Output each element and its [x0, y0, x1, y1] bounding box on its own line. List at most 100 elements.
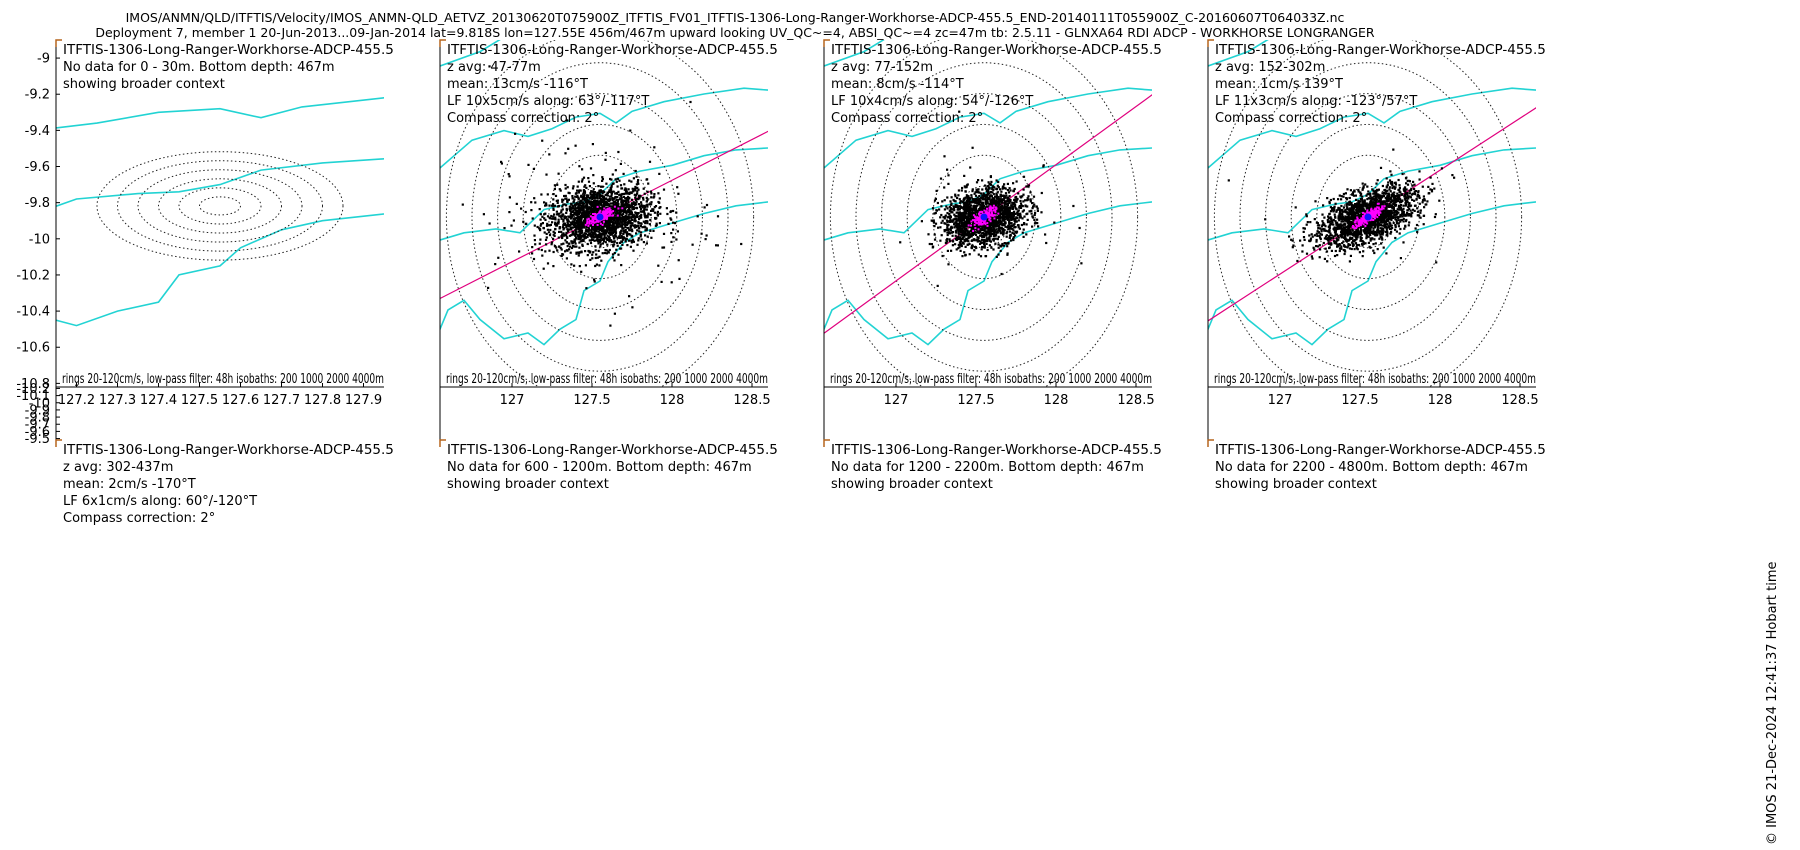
velocity-point	[984, 230, 987, 233]
velocity-point	[1380, 242, 1383, 245]
velocity-point	[561, 253, 565, 256]
velocity-point	[1006, 215, 1009, 218]
velocity-point	[985, 193, 988, 196]
velocity-point	[983, 244, 986, 247]
velocity-point	[619, 184, 623, 187]
velocity-point	[642, 220, 645, 223]
velocity-point	[554, 223, 557, 226]
lowpass-point	[603, 207, 606, 210]
velocity-point	[1012, 182, 1015, 185]
velocity-point	[1032, 205, 1035, 208]
velocity-point	[564, 250, 567, 253]
velocity-outlier	[658, 206, 661, 210]
velocity-point	[621, 226, 624, 229]
velocity-point	[646, 205, 649, 208]
velocity-outlier	[616, 224, 619, 227]
velocity-point	[590, 201, 593, 204]
velocity-point	[981, 241, 984, 244]
velocity-outlier	[642, 241, 645, 244]
velocity-point	[968, 197, 971, 201]
velocity-point	[968, 211, 971, 215]
velocity-point	[938, 208, 941, 211]
velocity-point	[577, 198, 580, 201]
velocity-outlier	[958, 110, 961, 113]
velocity-outlier	[988, 203, 991, 206]
velocity-point	[983, 246, 986, 249]
lowpass-point	[988, 218, 991, 221]
velocity-point	[634, 189, 637, 192]
velocity-point	[1373, 238, 1376, 241]
velocity-point	[963, 230, 966, 233]
velocity-point	[574, 226, 577, 229]
velocity-point	[625, 200, 628, 203]
velocity-point	[548, 204, 551, 207]
velocity-point	[610, 202, 614, 205]
velocity-point	[983, 208, 986, 211]
velocity-point	[575, 245, 578, 248]
velocity-point	[603, 230, 606, 233]
velocity-point	[573, 264, 576, 267]
velocity-point	[574, 224, 577, 227]
velocity-point	[1337, 206, 1340, 209]
velocity-point	[557, 212, 560, 216]
velocity-point	[571, 206, 574, 209]
velocity-point	[956, 222, 959, 225]
velocity-point	[592, 194, 596, 197]
velocity-point	[966, 208, 969, 211]
velocity-point	[608, 222, 611, 226]
velocity-point	[604, 241, 607, 244]
velocity-outlier	[539, 213, 542, 216]
velocity-point	[579, 231, 582, 234]
velocity-point	[990, 180, 993, 183]
isobath-1000m	[440, 87, 768, 170]
velocity-point	[555, 246, 558, 249]
velocity-point	[624, 225, 627, 229]
velocity-point	[596, 227, 599, 230]
velocity-point	[989, 218, 992, 221]
velocity-point	[628, 179, 631, 182]
velocity-point	[964, 253, 967, 257]
velocity-point	[624, 238, 627, 241]
velocity-point	[1029, 198, 1032, 201]
velocity-point	[627, 195, 630, 198]
velocity-point	[1008, 210, 1011, 213]
velocity-point	[581, 243, 584, 246]
velocity-outlier	[597, 191, 600, 194]
velocity-point	[989, 175, 992, 178]
velocity-point	[596, 200, 599, 203]
velocity-outlier	[691, 243, 694, 246]
velocity-point	[552, 233, 555, 236]
velocity-point	[564, 222, 567, 225]
velocity-point	[616, 201, 619, 204]
velocity-point	[615, 213, 618, 216]
velocity-point	[1004, 222, 1007, 225]
velocity-point	[614, 217, 617, 220]
velocity-point	[571, 195, 574, 198]
y-tick-label: -10.6	[16, 341, 50, 356]
velocity-point	[625, 221, 628, 224]
velocity-point	[588, 228, 591, 231]
velocity-point	[1013, 187, 1016, 191]
lowpass-point	[978, 217, 980, 220]
velocity-point	[557, 204, 561, 208]
velocity-point	[986, 197, 989, 200]
velocity-point	[988, 197, 991, 201]
velocity-point	[524, 222, 527, 226]
velocity-point	[608, 225, 611, 228]
velocity-point	[627, 210, 630, 214]
velocity-point	[633, 217, 636, 220]
velocity-point	[1325, 237, 1328, 240]
velocity-point	[962, 231, 965, 234]
velocity-point	[565, 241, 568, 244]
velocity-point	[606, 198, 610, 201]
velocity-point	[545, 243, 548, 246]
velocity-point	[1320, 233, 1323, 236]
velocity-point	[653, 193, 656, 196]
velocity-point	[631, 238, 635, 241]
velocity-point	[999, 193, 1002, 196]
velocity-point	[958, 198, 961, 201]
velocity-outlier	[577, 210, 580, 213]
velocity-point	[1008, 195, 1011, 198]
velocity-point	[1005, 242, 1008, 245]
velocity-point	[971, 190, 974, 193]
